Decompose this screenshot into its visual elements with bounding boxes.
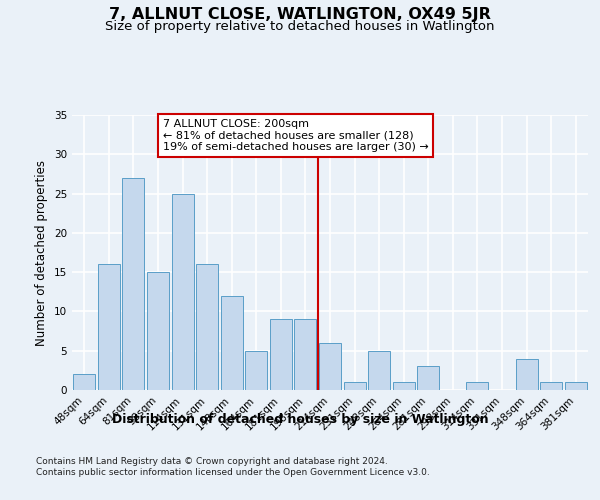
Bar xyxy=(172,194,194,390)
Bar xyxy=(245,350,268,390)
Bar xyxy=(295,320,316,390)
Bar xyxy=(417,366,439,390)
Bar xyxy=(515,358,538,390)
Bar xyxy=(98,264,120,390)
Text: Size of property relative to detached houses in Watlington: Size of property relative to detached ho… xyxy=(105,20,495,33)
Bar xyxy=(466,382,488,390)
Bar xyxy=(565,382,587,390)
Bar xyxy=(196,264,218,390)
Y-axis label: Number of detached properties: Number of detached properties xyxy=(35,160,49,346)
Bar xyxy=(540,382,562,390)
Text: Contains HM Land Registry data © Crown copyright and database right 2024.
Contai: Contains HM Land Registry data © Crown c… xyxy=(36,458,430,477)
Text: 7 ALLNUT CLOSE: 200sqm
← 81% of detached houses are smaller (128)
19% of semi-de: 7 ALLNUT CLOSE: 200sqm ← 81% of detached… xyxy=(163,119,428,152)
Bar xyxy=(319,343,341,390)
Bar xyxy=(392,382,415,390)
Bar xyxy=(270,320,292,390)
Bar xyxy=(368,350,390,390)
Bar xyxy=(73,374,95,390)
Text: 7, ALLNUT CLOSE, WATLINGTON, OX49 5JR: 7, ALLNUT CLOSE, WATLINGTON, OX49 5JR xyxy=(109,8,491,22)
Bar xyxy=(122,178,145,390)
Bar xyxy=(147,272,169,390)
Text: Distribution of detached houses by size in Watlington: Distribution of detached houses by size … xyxy=(112,412,488,426)
Bar xyxy=(221,296,243,390)
Bar xyxy=(344,382,365,390)
